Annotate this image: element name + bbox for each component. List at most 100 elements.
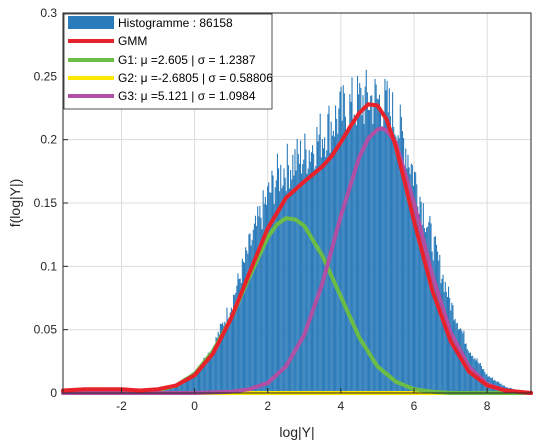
legend-label-g2: G2: μ =-2.6805 | σ = 0.58806 <box>118 71 273 85</box>
histogram-bar <box>442 274 444 393</box>
y-tick-label: 0 <box>50 386 57 400</box>
histogram-bar <box>286 143 288 393</box>
histogram-bar <box>390 139 393 393</box>
histogram-bar <box>275 180 277 393</box>
x-ticks: -2 0 2 4 6 8 <box>116 388 491 413</box>
histogram-bar <box>262 190 264 393</box>
histogram-bar <box>271 170 273 393</box>
histogram-bar <box>242 261 244 393</box>
histogram-bar <box>184 377 186 393</box>
y-tick-label: 0.25 <box>34 69 58 83</box>
histogram-bar <box>291 179 293 393</box>
histogram-bar <box>250 245 252 393</box>
histogram-bar <box>199 368 201 393</box>
x-tick-label: -2 <box>116 399 127 413</box>
histogram-bar <box>234 294 236 393</box>
histogram-bar <box>224 321 226 393</box>
histogram-bar <box>398 138 400 393</box>
histogram-bar <box>335 105 337 394</box>
histogram-bar <box>259 205 261 393</box>
histogram-bar <box>220 324 223 393</box>
x-tick-label: 0 <box>191 399 198 413</box>
histogram-bar <box>333 136 336 393</box>
histogram-bar <box>371 95 373 393</box>
histogram-bar <box>314 169 316 393</box>
histogram-bar <box>440 283 442 393</box>
histogram-bar <box>307 168 309 393</box>
histogram-bar <box>191 373 193 393</box>
histogram-bar <box>205 359 207 393</box>
histogram-bar <box>457 329 459 393</box>
histogram-bar <box>428 222 430 393</box>
histogram-bar <box>301 173 303 393</box>
histogram-bar <box>340 86 342 393</box>
histogram-bar <box>424 232 427 393</box>
histogram-bar <box>396 150 398 393</box>
histogram-bar <box>372 124 374 393</box>
histogram-bar <box>441 278 443 393</box>
histogram-bar <box>393 127 395 394</box>
y-tick-label: 0.3 <box>40 6 57 20</box>
histogram-bar <box>252 229 254 393</box>
histogram-bar <box>310 152 312 393</box>
histogram-bar <box>168 386 170 393</box>
histogram-bar <box>395 136 397 394</box>
histogram-bar <box>353 114 355 393</box>
histogram-bar <box>453 320 455 393</box>
histogram-bar <box>170 385 172 393</box>
histogram-bar <box>315 166 317 393</box>
curve-gmm <box>61 102 533 395</box>
histogram-bar <box>392 92 394 393</box>
histogram-bar <box>302 164 304 393</box>
histogram-bar <box>352 119 354 393</box>
histogram-bar <box>179 381 181 393</box>
histogram-bar <box>230 307 232 393</box>
histogram-bar <box>385 90 387 393</box>
histogram-bar <box>297 153 299 393</box>
histogram-bar <box>332 130 334 393</box>
histogram-bar <box>360 87 362 393</box>
histogram-bar <box>387 112 389 393</box>
x-tick-label: 6 <box>411 399 418 413</box>
histogram-bar <box>412 185 414 393</box>
histogram-bar <box>375 84 377 393</box>
histogram-bar <box>370 95 372 393</box>
histogram-bar <box>408 167 410 393</box>
histogram-bar <box>178 383 180 393</box>
histogram-bar <box>351 77 353 393</box>
histogram-bar <box>454 318 456 393</box>
histogram-bar <box>415 172 417 393</box>
histogram-bar <box>202 362 204 393</box>
histogram-bar <box>328 105 330 393</box>
histogram-bar <box>420 201 422 393</box>
histogram-bar <box>243 262 246 393</box>
histogram-bar <box>195 372 197 393</box>
histogram-bar <box>213 346 215 393</box>
histogram-bar <box>276 153 278 393</box>
histogram-bar <box>256 225 258 393</box>
histogram-bar <box>279 191 281 393</box>
histogram-bar <box>267 186 269 393</box>
histogram-bar <box>173 384 175 393</box>
histogram-bar <box>172 385 174 393</box>
histogram-bar <box>423 228 425 393</box>
y-ticks: 0 0.05 0.1 0.15 0.2 0.25 0.3 <box>34 6 68 400</box>
histogram-bar <box>225 323 227 393</box>
histogram-bar <box>254 215 257 393</box>
histogram-bar <box>327 114 329 393</box>
histogram-bar <box>365 69 367 393</box>
histogram-bar <box>455 323 457 393</box>
histogram-bar <box>189 377 191 393</box>
legend-label-histogram: Histogramme : 86158 <box>118 16 233 30</box>
histogram-bar <box>439 254 441 393</box>
histogram-bar <box>284 177 286 393</box>
histogram-bar <box>374 79 376 394</box>
histogram-bar <box>405 148 407 393</box>
histogram-bar <box>251 239 253 393</box>
histogram-bar <box>277 168 280 393</box>
histogram-bar <box>272 175 274 393</box>
histogram-bar <box>283 168 285 393</box>
histogram-bar <box>293 175 295 393</box>
histogram-bar <box>348 131 350 393</box>
histogram-bar <box>397 135 399 393</box>
